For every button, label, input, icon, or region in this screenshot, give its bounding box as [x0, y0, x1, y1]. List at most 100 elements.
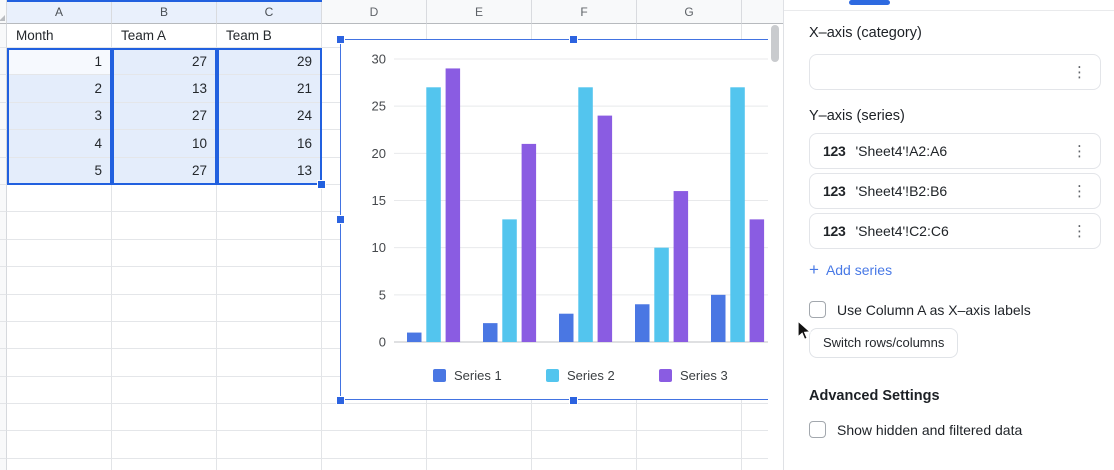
- column-header-b[interactable]: B: [112, 0, 217, 24]
- cell-A7[interactable]: [7, 184, 112, 213]
- sheet-vertical-scrollbar[interactable]: [771, 25, 779, 62]
- cell-B12[interactable]: [112, 321, 217, 350]
- cell-B5[interactable]: 10: [112, 130, 217, 158]
- fill-handle[interactable]: [317, 180, 326, 189]
- cell-G15[interactable]: [637, 404, 742, 432]
- cell-B11[interactable]: [112, 294, 217, 322]
- chart-resize-handle-top-mid[interactable]: [569, 35, 578, 44]
- cell-E17[interactable]: [427, 458, 532, 470]
- cell-A10[interactable]: [7, 267, 112, 295]
- column-header-e[interactable]: E: [427, 0, 532, 24]
- cell-C15[interactable]: [217, 404, 322, 432]
- series-row-1[interactable]: 123 'Sheet4'!A2:A6 ⋮: [809, 133, 1101, 169]
- cell-A8[interactable]: [7, 212, 112, 240]
- column-header-c[interactable]: C: [217, 0, 322, 24]
- kebab-menu-icon[interactable]: ⋮: [1072, 222, 1087, 240]
- chart-resize-handle-bottom-left[interactable]: [336, 396, 345, 405]
- chart-resize-handle-bottom-mid[interactable]: [569, 396, 578, 405]
- cell-E16[interactable]: [427, 431, 532, 459]
- cell-C14[interactable]: [217, 376, 322, 405]
- column-header-g[interactable]: G: [637, 0, 742, 24]
- cell-B17[interactable]: [112, 458, 217, 470]
- cell-C13[interactable]: [217, 349, 322, 377]
- cell-G16[interactable]: [637, 431, 742, 459]
- cell-F17[interactable]: [532, 458, 637, 470]
- cell-B4[interactable]: 27: [112, 102, 217, 131]
- cell-B14[interactable]: [112, 376, 217, 405]
- embedded-chart[interactable]: 0 5 10 15 20 25 30 Series 1 Series 2 Series 3: [340, 39, 768, 400]
- kebab-menu-icon[interactable]: ⋮: [1072, 182, 1087, 200]
- cell-C17[interactable]: [217, 458, 322, 470]
- cell-H16[interactable]: [742, 431, 768, 459]
- active-tab-indicator[interactable]: [849, 0, 890, 5]
- cell-C10[interactable]: [217, 267, 322, 295]
- cell-A6[interactable]: 5: [7, 157, 112, 185]
- cell-A3[interactable]: 2: [7, 75, 112, 103]
- cell-A4[interactable]: 3: [7, 102, 112, 131]
- cell-B7[interactable]: [112, 184, 217, 213]
- use-column-a-label: Use Column A as X–axis labels: [837, 301, 1031, 318]
- cell-C11[interactable]: [217, 294, 322, 322]
- column-header-d[interactable]: D: [322, 0, 427, 24]
- cell-B9[interactable]: [112, 239, 217, 268]
- cell-A1[interactable]: Month: [7, 24, 112, 48]
- cell-H17[interactable]: [742, 459, 768, 470]
- cell-D15[interactable]: [322, 404, 427, 432]
- cell-A2[interactable]: 1: [7, 48, 112, 76]
- cell-H14[interactable]: [742, 377, 768, 405]
- row-header-strip: [0, 239, 7, 268]
- cell-B16[interactable]: [112, 431, 217, 459]
- cell-B13[interactable]: [112, 349, 217, 377]
- cell-A5[interactable]: 4: [7, 130, 112, 158]
- cell-C7[interactable]: [217, 184, 322, 213]
- use-column-a-checkbox[interactable]: [809, 301, 826, 318]
- x-axis-range-input[interactable]: ⋮: [809, 54, 1101, 90]
- cell-C1[interactable]: Team B: [217, 24, 322, 48]
- kebab-menu-icon[interactable]: ⋮: [1072, 142, 1087, 160]
- show-hidden-checkbox[interactable]: [809, 421, 826, 438]
- cell-C9[interactable]: [217, 239, 322, 268]
- cell-A17[interactable]: [7, 458, 112, 470]
- cell-H15[interactable]: [742, 404, 768, 432]
- cell-B3[interactable]: 13: [112, 75, 217, 103]
- series-row-3[interactable]: 123 'Sheet4'!C2:C6 ⋮: [809, 213, 1101, 249]
- cell-C8[interactable]: [217, 212, 322, 240]
- cell-D17[interactable]: [322, 458, 427, 470]
- cell-F16[interactable]: [532, 431, 637, 459]
- cell-C2[interactable]: 29: [217, 48, 322, 76]
- select-all-corner[interactable]: [0, 0, 7, 24]
- cell-C3[interactable]: 21: [217, 75, 322, 103]
- cell-A11[interactable]: [7, 294, 112, 322]
- cell-B1[interactable]: Team A: [112, 24, 217, 48]
- cell-C16[interactable]: [217, 431, 322, 459]
- cell-C12[interactable]: [217, 321, 322, 350]
- column-header-a[interactable]: A: [7, 0, 112, 24]
- cell-G17[interactable]: [637, 458, 742, 470]
- switch-rows-columns-button[interactable]: Switch rows/columns: [809, 328, 959, 358]
- cell-C4[interactable]: 24: [217, 102, 322, 131]
- series-row-2[interactable]: 123 'Sheet4'!B2:B6 ⋮: [809, 173, 1101, 209]
- cell-B8[interactable]: [112, 212, 217, 240]
- chart-resize-handle-left-mid[interactable]: [336, 215, 345, 224]
- cell-F15[interactable]: [532, 404, 637, 432]
- select-all-triangle-icon: [0, 15, 5, 21]
- kebab-menu-icon[interactable]: ⋮: [1072, 63, 1087, 81]
- cell-A12[interactable]: [7, 321, 112, 350]
- chart-resize-handle-top-left[interactable]: [336, 35, 345, 44]
- cell-A9[interactable]: [7, 239, 112, 268]
- cell-B6[interactable]: 27: [112, 157, 217, 185]
- add-series-button[interactable]: + Add series: [809, 261, 1101, 278]
- cell-C5[interactable]: 16: [217, 130, 322, 158]
- cell-A13[interactable]: [7, 349, 112, 377]
- cell-B15[interactable]: [112, 404, 217, 432]
- cell-D16[interactable]: [322, 431, 427, 459]
- cell-A16[interactable]: [7, 431, 112, 459]
- column-header-f[interactable]: F: [532, 0, 637, 24]
- cell-E15[interactable]: [427, 404, 532, 432]
- cell-A15[interactable]: [7, 404, 112, 432]
- cell-B10[interactable]: [112, 267, 217, 295]
- cell-A14[interactable]: [7, 376, 112, 405]
- column-header-partial[interactable]: [742, 0, 783, 24]
- cell-B2[interactable]: 27: [112, 48, 217, 76]
- cell-C6[interactable]: 13: [217, 157, 322, 185]
